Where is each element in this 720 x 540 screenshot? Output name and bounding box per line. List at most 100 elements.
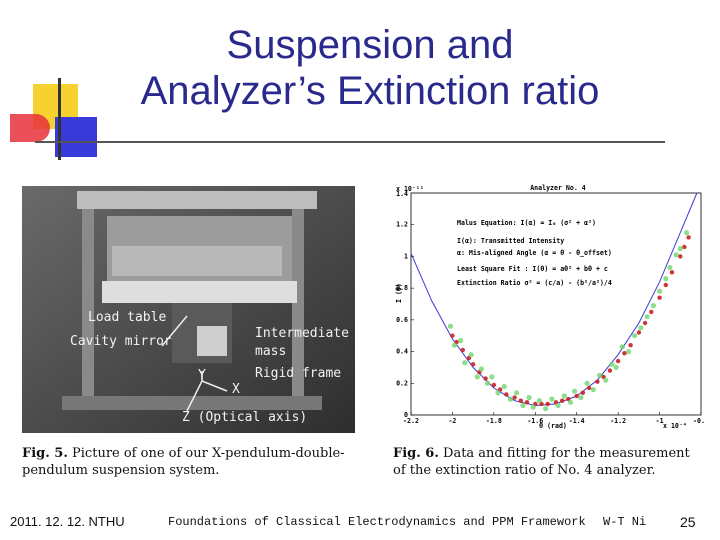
y-tick-label: 0.6 <box>396 316 408 324</box>
title-divider <box>35 141 665 143</box>
y-tick-label: 1 <box>404 252 408 260</box>
annotation-malus: Malus Equation: I(α) = I₀ (σ² + α²) <box>457 219 596 227</box>
fit-point <box>595 379 600 384</box>
annotation-extinction: Extinction Ratio σ² = (c/a) - (b²/a²)/4 <box>457 279 612 287</box>
data-point <box>619 344 625 350</box>
data-point <box>603 377 609 383</box>
data-point <box>501 383 507 390</box>
axis-z-arrow <box>186 380 203 412</box>
data-point <box>458 337 464 344</box>
data-point <box>584 380 590 386</box>
fit-point <box>524 400 530 405</box>
data-point <box>650 303 656 309</box>
fit-point <box>574 393 579 399</box>
fit-point <box>586 385 592 391</box>
x-tick-label: -1.8 <box>486 417 502 425</box>
y-tick-label: 0.4 <box>396 348 408 356</box>
fit-point <box>686 235 691 240</box>
fit-point <box>460 347 465 353</box>
data-point <box>625 349 632 355</box>
fit-point <box>678 254 683 259</box>
data-point <box>673 252 679 258</box>
y-tick-label: 1.2 <box>396 221 408 229</box>
data-point <box>578 395 584 401</box>
fit-point <box>628 343 633 348</box>
x-tick-label: -0.8 <box>693 417 705 425</box>
data-point <box>561 393 567 399</box>
fit-point <box>636 330 642 335</box>
footer-author: W-T Ni <box>603 515 647 529</box>
footer-course: Foundations of Classical Electrodynamics… <box>168 515 586 529</box>
fit-point <box>491 382 497 388</box>
x-tick-label: -1.2 <box>610 417 626 425</box>
title-line-2: Analyzer’s Extinction ratio <box>140 69 600 113</box>
data-point <box>572 388 578 394</box>
deco-blue-square <box>55 117 97 157</box>
data-point <box>478 366 484 372</box>
label-axis-y: Y <box>198 368 206 383</box>
fit-point <box>545 401 550 407</box>
fit-point <box>580 390 586 395</box>
data-point <box>468 352 474 358</box>
data-point <box>590 387 596 393</box>
fit-point <box>682 244 687 250</box>
data-point <box>667 264 673 271</box>
x-tick-label: -2 <box>448 417 456 425</box>
data-point <box>520 402 526 409</box>
annotation-misaligned: α: Mis-aligned Angle (α = θ - θ_offset) <box>457 249 612 257</box>
label-mass: mass <box>255 344 287 359</box>
data-point <box>596 372 603 378</box>
fit-point <box>622 351 627 356</box>
data-point <box>530 404 536 410</box>
data-point <box>474 374 480 380</box>
annotation-least-square: Least Square Fit : I(θ) = aθ² + bθ + c <box>457 265 608 273</box>
fit-point <box>560 398 565 403</box>
y-scale-label: x 10⁻¹¹ <box>396 185 424 193</box>
y-tick-label-top: 1.4 <box>396 190 408 198</box>
data-point <box>507 396 513 402</box>
x-axis-label: θ (rad) <box>539 422 567 430</box>
data-point <box>485 380 491 386</box>
data-point <box>632 333 638 339</box>
x-tick-label: -1.6 <box>527 417 543 425</box>
plot-title: Analyzer No. 4 <box>530 184 586 192</box>
suspension-photo-drawing <box>22 186 355 433</box>
data-point <box>613 364 619 370</box>
title-line-1: Suspension and <box>226 23 514 67</box>
label-load-table: Load table <box>88 310 167 325</box>
label-axis-z: Z (Optical axis) <box>182 410 308 425</box>
data-point <box>567 399 574 405</box>
data-point <box>462 360 468 366</box>
fig5-label: Fig. 5. <box>22 446 68 461</box>
fit-point <box>512 395 517 400</box>
data-point <box>644 314 650 320</box>
label-rigid-frame: Rigid frame <box>255 366 342 381</box>
fit-point <box>450 333 455 338</box>
fit-point <box>657 295 662 300</box>
extinction-plot: -2.2 -2 -1.8 -1.6 -1.4 -1.2 -1 -0.8 0 0.2 0.4 0.6 0.… <box>393 183 709 431</box>
x-scale-label: x 10⁻⁴ <box>663 422 687 430</box>
fit-point <box>518 398 523 403</box>
slide-title: Suspension and Analyzer’s Extinction rat… <box>100 22 640 114</box>
deco-red-square <box>10 114 50 142</box>
plot-frame <box>410 192 702 416</box>
fit-point <box>483 376 488 381</box>
fit-point <box>504 392 509 397</box>
axis-x-arrow <box>201 380 228 392</box>
data-point <box>489 374 495 380</box>
footer-page-number: 25 <box>680 514 696 530</box>
fit-point <box>663 282 668 288</box>
data-point <box>638 325 644 331</box>
data-point <box>549 396 555 402</box>
data-point <box>609 361 615 367</box>
fig5-caption: Fig. 5. Picture of one of our X-pendulum… <box>22 445 357 479</box>
x-tick-label: -1 <box>656 417 664 425</box>
label-intermediate: Intermediate <box>255 326 349 341</box>
fig6-text: Data and fitting for the measurement of … <box>393 446 690 478</box>
data-point <box>663 276 669 282</box>
label-axis-x: X <box>232 382 240 397</box>
fit-point <box>615 358 621 364</box>
x-tick-label: -2.2 <box>403 417 419 425</box>
fig6-label: Fig. 6. <box>393 446 439 461</box>
fit-point <box>669 270 675 275</box>
